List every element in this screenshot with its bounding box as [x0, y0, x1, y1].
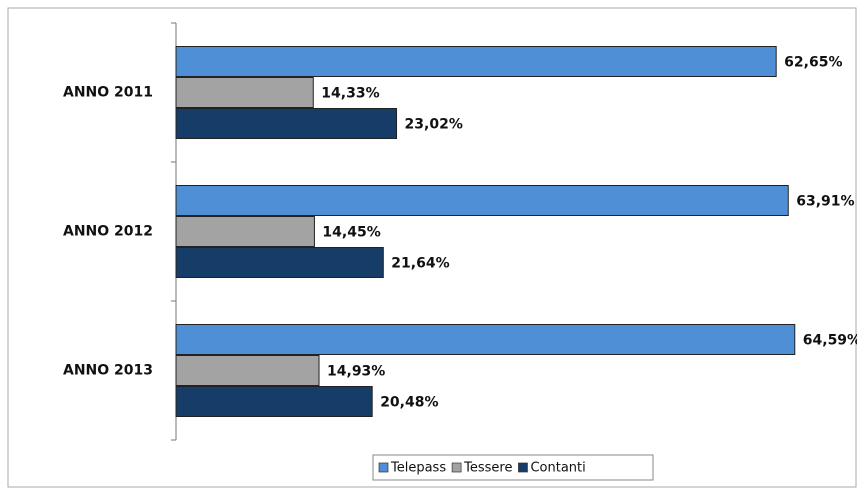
legend-swatch: [518, 462, 528, 473]
bar: [175, 108, 398, 139]
data-label: 20,48%: [380, 395, 438, 411]
category-label: ANNO 2011: [63, 85, 153, 101]
bar: [175, 77, 314, 108]
legend-swatch: [378, 462, 389, 473]
legend-label: Contanti: [530, 461, 585, 476]
category-label: ANNO 2012: [63, 224, 153, 240]
bar: [175, 46, 777, 77]
chart-frame: [7, 7, 857, 488]
data-label: 14,33%: [321, 86, 379, 102]
bar: [175, 324, 796, 355]
bar: [175, 247, 384, 278]
bar: [175, 355, 320, 386]
data-label: 23,02%: [405, 117, 463, 133]
data-label: 64,59%: [803, 333, 857, 349]
legend-label: Tessere: [463, 461, 512, 476]
category-label: ANNO 2013: [63, 363, 153, 379]
legend-label: Telepass: [390, 461, 446, 476]
legend-swatch: [451, 462, 462, 473]
data-label: 62,65%: [784, 55, 842, 71]
data-label: 63,91%: [796, 194, 854, 210]
bar: [175, 386, 373, 417]
data-label: 14,93%: [327, 364, 385, 380]
bar: [175, 216, 315, 247]
data-label: 14,45%: [322, 225, 380, 241]
legend-box: [372, 454, 654, 481]
bar: [175, 185, 789, 216]
data-label: 21,64%: [391, 256, 449, 272]
